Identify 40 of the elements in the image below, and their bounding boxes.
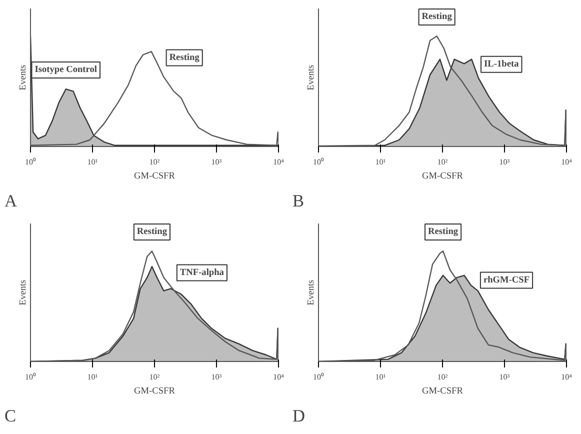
x-tick-label: 10³ <box>211 158 222 166</box>
x-tick-label: 10¹ <box>87 158 98 166</box>
y-axis-title: Events <box>18 64 28 90</box>
x-axis-title: GM-CSFR <box>134 172 176 182</box>
x-tick-label: 10¹ <box>375 372 386 382</box>
x-tick-label: 10⁰ <box>25 372 36 382</box>
x-axis-title: GM-CSFR <box>422 172 464 182</box>
x-tick-label: 10⁴ <box>273 158 284 166</box>
x-tick-label: 10³ <box>499 158 510 166</box>
x-tick-label: 10² <box>437 158 448 166</box>
text: A <box>4 192 18 210</box>
x-axis-title: GM-CSFR <box>422 386 464 396</box>
text: B <box>292 192 304 210</box>
x-tick-label: 10³ <box>211 372 222 382</box>
x-tick-label: 10⁴ <box>561 158 572 166</box>
y-axis-title: Events <box>18 279 28 306</box>
series-label: IL-1beta <box>484 59 520 70</box>
x-tick-label: 10⁰ <box>25 158 36 166</box>
x-tick-label: 10⁴ <box>273 372 284 382</box>
text: D <box>292 406 306 426</box>
y-axis-title: Events <box>306 279 316 306</box>
text: C <box>4 406 16 426</box>
series-label: Resting <box>169 52 200 63</box>
x-axis-title: GM-CSFR <box>134 386 176 396</box>
x-tick-label: 10⁰ <box>313 372 324 382</box>
text: Resting <box>136 227 168 238</box>
x-tick-label: 10³ <box>499 372 510 382</box>
text: Resting <box>428 227 458 238</box>
text: Resting <box>422 12 452 22</box>
y-axis-title: Events <box>306 64 316 90</box>
x-tick-label: 10² <box>149 158 160 166</box>
x-tick-label: 10⁴ <box>561 372 572 382</box>
x-tick-label: 10² <box>437 372 448 382</box>
x-tick-label: 10¹ <box>87 372 98 382</box>
x-tick-label: 10¹ <box>375 158 386 166</box>
x-tick-label: 10² <box>149 372 160 382</box>
series-label: Isotype Control <box>34 65 98 76</box>
series-label: rhGM-CSF <box>483 275 530 286</box>
x-tick-label: 10⁰ <box>313 158 324 166</box>
series-label: TNF-alpha <box>180 268 224 278</box>
